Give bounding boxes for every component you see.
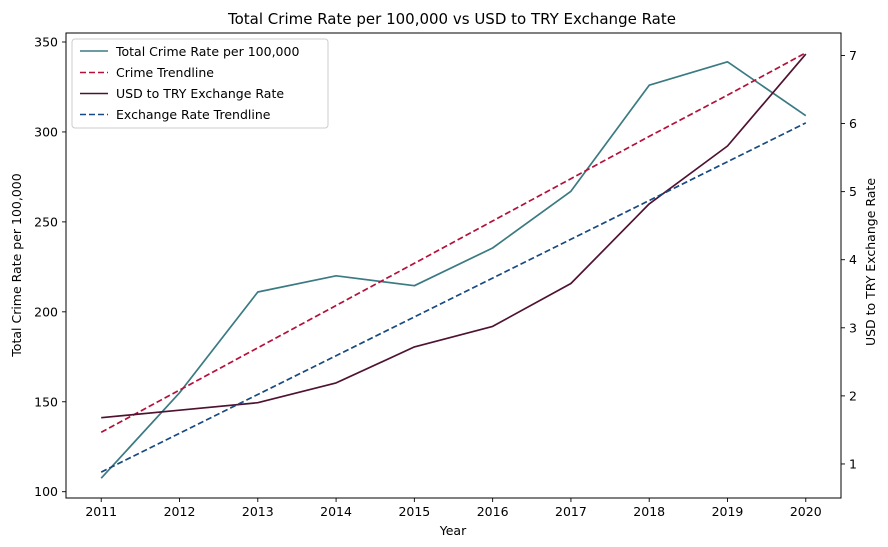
legend: Total Crime Rate per 100,000 Crime Trend… — [71, 38, 329, 129]
y-right-tick-label: 1 — [849, 456, 857, 471]
y-right-tick-label: 3 — [849, 320, 857, 335]
y-left-tick-label: 250 — [34, 214, 58, 229]
x-tick-label: 2014 — [320, 504, 352, 519]
y-axis-left-title: Total Crime Rate per 100,000 — [9, 173, 24, 357]
y-left-tick-label: 100 — [34, 484, 58, 499]
y-right-tick-label: 2 — [849, 388, 857, 403]
series-line-3 — [100, 122, 807, 473]
chart-title: Total Crime Rate per 100,000 vs USD to T… — [227, 10, 676, 28]
x-tick-label: 2017 — [555, 504, 587, 519]
series-line-2 — [101, 53, 807, 419]
legend-label-crime-trend: Crime Trendline — [116, 65, 214, 80]
y-axis-right-title: USD to TRY Exchange Rate — [863, 178, 878, 346]
plot-frame — [65, 32, 842, 499]
series-line-0 — [100, 60, 807, 479]
x-tick-label: 2011 — [85, 504, 117, 519]
legend-label-total-crime: Total Crime Rate per 100,000 — [115, 44, 299, 59]
legend-label-exchange-rate: USD to TRY Exchange Rate — [116, 86, 284, 101]
y-right-tick-label: 6 — [849, 116, 857, 131]
y-left-tick-label: 150 — [34, 394, 58, 409]
x-tick-label: 2016 — [477, 504, 509, 519]
x-tick-label: 2020 — [790, 504, 822, 519]
x-tick-label: 2019 — [712, 504, 744, 519]
y-left-tick-label: 350 — [34, 34, 58, 49]
y-left-tick-label: 300 — [34, 124, 58, 139]
y-right-tick-label: 5 — [849, 184, 857, 199]
x-tick-label: 2013 — [242, 504, 274, 519]
legend-label-exchange-trend: Exchange Rate Trendline — [116, 107, 271, 122]
series-line-1 — [100, 52, 807, 434]
x-tick-label: 2018 — [633, 504, 665, 519]
x-axis-title: Year — [439, 523, 467, 538]
legend-box — [71, 38, 329, 129]
x-tick-label: 2012 — [164, 504, 196, 519]
x-tick-label: 2015 — [398, 504, 430, 519]
y-right-tick-label: 7 — [849, 48, 857, 63]
y-right-tick-label: 4 — [849, 252, 857, 267]
y-left-tick-label: 200 — [34, 304, 58, 319]
